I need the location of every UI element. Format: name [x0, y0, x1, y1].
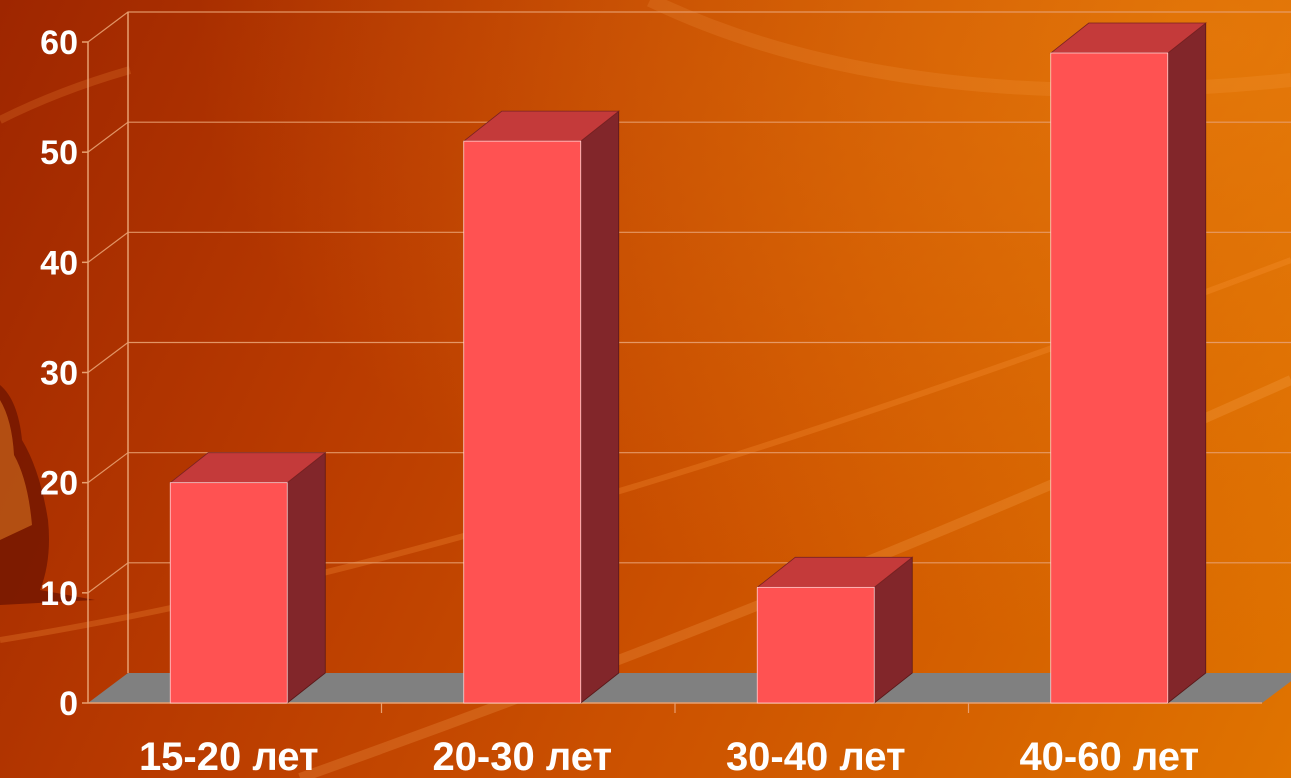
chart-bars [169, 22, 1207, 704]
gridline [87, 121, 1291, 153]
y-tick-label: 30 [40, 355, 78, 393]
x-category-label: 40-60 лет [1019, 735, 1199, 778]
gridline [87, 452, 1291, 484]
x-axis-category-labels: 15-20 лет 20-30 лет 30-40 лет 40-60 лет [139, 735, 1199, 778]
x-category-label: 30-40 лет [726, 735, 906, 778]
bar [1049, 22, 1207, 704]
chart-floor [88, 673, 1291, 703]
bar-front [463, 140, 582, 704]
chart-grid [87, 11, 1291, 594]
y-axis-tick-labels: 0 10 20 30 40 50 60 [40, 24, 78, 723]
bar-side [286, 451, 326, 704]
x-category-label: 15-20 лет [139, 735, 319, 778]
figure-silhouette [0, 385, 95, 605]
y-tick-label: 60 [40, 24, 78, 62]
y-tick-label: 20 [40, 465, 78, 503]
bar-front [169, 482, 288, 704]
y-tick-label: 40 [40, 244, 78, 282]
y-tick-label: 50 [40, 134, 78, 172]
bar-side [580, 110, 620, 704]
bar-side [1167, 22, 1207, 704]
bar-front [756, 586, 875, 704]
gridline [87, 231, 1291, 263]
bar [756, 556, 914, 704]
gridline [87, 11, 1291, 43]
chart-floor-plane [88, 673, 1291, 703]
gridline [87, 341, 1291, 373]
bar [169, 451, 327, 704]
x-category-label: 20-30 лет [432, 735, 612, 778]
y-tick-label: 10 [40, 575, 78, 613]
bar-front [1050, 52, 1169, 704]
bar [462, 110, 620, 704]
y-tick-label: 0 [59, 685, 78, 723]
